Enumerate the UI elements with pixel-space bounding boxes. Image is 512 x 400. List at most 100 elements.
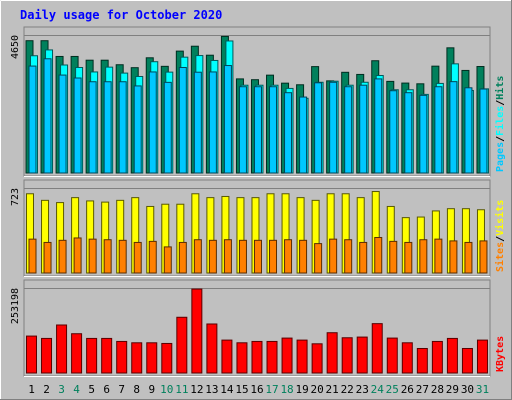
bar-kbytes-30 (461, 347, 473, 374)
bar-kbytes-31 (476, 339, 488, 374)
x-tick-label: 21 (326, 383, 339, 396)
bar-sites-20 (314, 243, 323, 274)
bar-pages-23 (359, 84, 368, 174)
bar-kbytes-15 (236, 342, 248, 374)
legend-item: Sites (494, 242, 506, 272)
x-tick-label: 8 (133, 383, 140, 396)
bar-kbytes-18 (281, 337, 293, 374)
bar-sites-13 (208, 239, 217, 274)
bar-pages-12 (193, 71, 202, 174)
bar-pages-24 (374, 78, 383, 174)
x-tick-label: 14 (220, 383, 234, 396)
bar-pages-3 (58, 74, 67, 174)
bar-pages-22 (344, 86, 353, 174)
legend: KBytes (495, 336, 506, 372)
bar-sites-18 (284, 239, 293, 274)
x-tick-label: 4 (73, 383, 80, 396)
bar-kbytes-16 (251, 340, 263, 374)
x-tick-label: 19 (295, 383, 308, 396)
bar-sites-8 (133, 241, 142, 274)
panel-visits-sites: 723 Sites/Visits (10, 179, 506, 277)
bar-kbytes-22 (341, 337, 353, 374)
x-tick-label: 31 (476, 383, 489, 396)
bar-kbytes-3 (56, 324, 68, 374)
bar-kbytes-14 (221, 339, 233, 374)
bar-kbytes-9 (146, 342, 158, 374)
x-tick-label: 25 (386, 383, 399, 396)
bar-pages-30 (464, 87, 473, 174)
bar-sites-22 (344, 239, 353, 274)
x-tick-label: 9 (148, 383, 155, 396)
bar-sites-11 (178, 241, 187, 274)
bar-kbytes-1 (26, 335, 37, 374)
bar-pages-13 (208, 71, 217, 174)
bar-sites-16 (253, 239, 262, 274)
bar-pages-29 (449, 81, 458, 174)
bar-sites-4 (73, 237, 82, 274)
x-tick-label: 10 (160, 383, 173, 396)
series-kbytes (26, 288, 488, 374)
bar-kbytes-17 (266, 340, 278, 374)
bar-sites-9 (148, 240, 157, 274)
bar-pages-11 (178, 66, 187, 174)
x-tick-label: 3 (58, 383, 65, 396)
legend-item: / (495, 100, 506, 106)
bar-sites-7 (118, 239, 127, 274)
bar-sites-24 (374, 236, 383, 274)
panel-hits-files-pages: 4650 Pages/Files/Hits (10, 26, 506, 177)
x-tick-label: 15 (235, 383, 248, 396)
bar-kbytes-28 (431, 340, 443, 374)
bar-pages-21 (329, 81, 338, 174)
bar-kbytes-27 (416, 347, 428, 374)
y-max-label: 4650 (10, 35, 21, 59)
legend: Pages/Files/Hits (494, 76, 506, 172)
x-tick-label: 22 (341, 383, 354, 396)
bar-pages-14 (223, 65, 232, 174)
bar-kbytes-7 (116, 340, 128, 374)
bar-sites-27 (419, 239, 428, 274)
bar-kbytes-11 (176, 316, 188, 374)
legend-item: / (495, 236, 506, 242)
bar-pages-18 (284, 92, 293, 174)
bar-pages-15 (238, 86, 247, 174)
legend-item: Visits (494, 200, 506, 236)
bar-sites-17 (269, 239, 278, 274)
bar-kbytes-21 (326, 332, 338, 374)
bar-pages-7 (118, 81, 127, 174)
bar-pages-25 (389, 90, 398, 174)
x-axis-labels: 1 2 3 4 5 6 7 8 9 10 11 12 13 14 15 16 17 18 19 20 21 22 23 24 2… (28, 383, 489, 396)
bar-pages-1 (28, 65, 37, 174)
y-max-label: 723 (10, 188, 21, 206)
legend-item: Files (494, 106, 506, 136)
bar-kbytes-23 (356, 336, 368, 374)
bar-kbytes-19 (296, 339, 308, 374)
bar-kbytes-25 (386, 337, 398, 374)
y-max-label: 253198 (10, 288, 21, 324)
legend-item: Hits (494, 76, 506, 100)
bar-pages-9 (148, 71, 157, 174)
bar-sites-2 (43, 241, 52, 274)
x-tick-label: 7 (118, 383, 125, 396)
bar-pages-5 (88, 81, 97, 174)
bar-kbytes-12 (191, 288, 203, 374)
bar-sites-1 (28, 238, 37, 274)
bar-pages-6 (103, 81, 112, 174)
bar-sites-29 (449, 240, 458, 274)
x-tick-label: 1 (28, 383, 35, 396)
bar-pages-26 (404, 92, 413, 174)
legend-item: / (495, 136, 506, 142)
bar-sites-10 (163, 246, 172, 274)
series-sites (28, 236, 488, 274)
bar-sites-31 (479, 240, 488, 274)
legend-item: KBytes (495, 336, 506, 372)
x-tick-label: 29 (446, 383, 459, 396)
x-tick-label: 5 (88, 383, 95, 396)
x-tick-label: 26 (401, 383, 414, 396)
bar-pages-10 (163, 81, 172, 174)
x-tick-label: 13 (205, 383, 218, 396)
x-tick-label: 16 (250, 383, 263, 396)
bar-pages-27 (419, 94, 428, 174)
bar-kbytes-6 (101, 337, 113, 374)
x-tick-label: 23 (356, 383, 369, 396)
